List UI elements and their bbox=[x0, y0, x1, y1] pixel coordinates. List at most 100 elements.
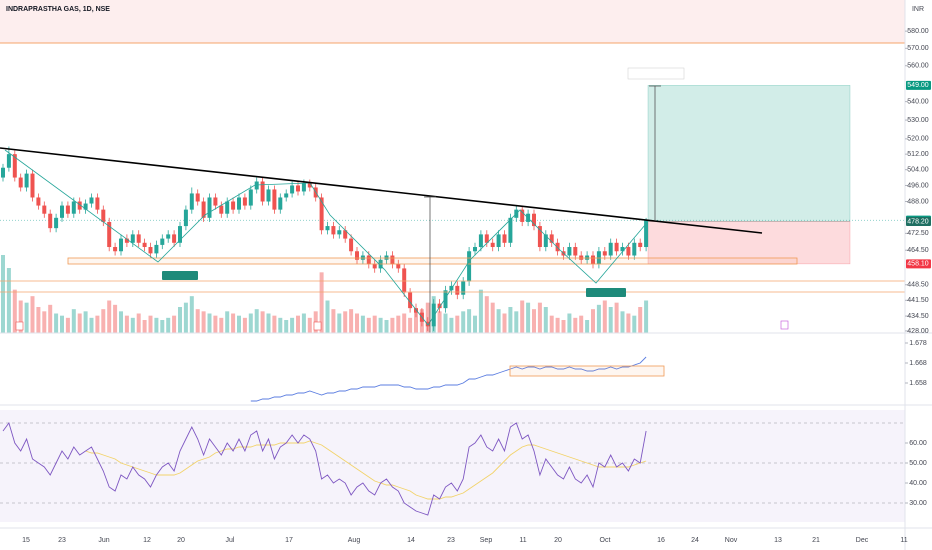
candle-body bbox=[555, 242, 560, 252]
volume-bar bbox=[83, 311, 88, 333]
volume-bar bbox=[142, 320, 147, 333]
y-tick-label: 496.00 bbox=[907, 182, 929, 189]
y-tick-label: 434.50 bbox=[907, 313, 929, 320]
candle-body bbox=[6, 154, 11, 168]
candle-body bbox=[355, 251, 359, 260]
candle-body bbox=[638, 242, 643, 248]
volume-bar bbox=[319, 272, 324, 333]
y-tick-label: 60.00 bbox=[909, 440, 927, 447]
candle-body bbox=[231, 201, 236, 210]
candle-body bbox=[496, 234, 501, 248]
volume-bar bbox=[449, 317, 454, 333]
shoulder-tag bbox=[586, 288, 626, 297]
candle-body bbox=[1, 167, 5, 178]
x-tick-label: 11 bbox=[900, 537, 907, 544]
price-tag bbox=[906, 259, 931, 269]
volume-bar bbox=[172, 315, 177, 333]
candle-body bbox=[431, 303, 436, 327]
candle-body bbox=[154, 244, 159, 254]
volume-bar bbox=[502, 313, 507, 333]
volume-bar bbox=[402, 313, 407, 333]
volume-bar bbox=[437, 311, 442, 333]
candle-body bbox=[343, 230, 348, 239]
candle-body bbox=[443, 290, 448, 309]
candle-body bbox=[266, 189, 271, 202]
candle-body bbox=[166, 234, 171, 239]
x-tick-label: 23 bbox=[58, 537, 66, 544]
y-tick-label: 488.00 bbox=[907, 198, 929, 205]
y-tick-label: 50.00 bbox=[909, 460, 927, 467]
candle-body bbox=[36, 197, 41, 206]
x-tick-label: Aug bbox=[348, 537, 361, 544]
volume-bar bbox=[366, 317, 371, 333]
candle-body bbox=[301, 183, 306, 192]
volume-bar bbox=[12, 289, 17, 333]
x-tick-label: 13 bbox=[774, 537, 782, 544]
volume-bar bbox=[455, 315, 460, 333]
volume-bar bbox=[573, 317, 578, 333]
x-tick-label: 14 bbox=[407, 537, 415, 544]
candle-body bbox=[178, 226, 182, 243]
candle-body bbox=[95, 197, 100, 210]
volume-bar bbox=[360, 315, 365, 333]
volume-bar bbox=[278, 317, 283, 333]
candle-body bbox=[60, 205, 64, 218]
candle-body bbox=[119, 238, 123, 252]
price-tag-label: 549.00 bbox=[907, 82, 929, 89]
x-tick-label: 12 bbox=[143, 537, 151, 544]
loss-zone bbox=[647, 221, 851, 265]
candle-body bbox=[337, 230, 342, 235]
volume-bar bbox=[602, 300, 607, 333]
y-tick-label: 472.50 bbox=[907, 230, 929, 237]
rsi-ma-line bbox=[85, 440, 647, 500]
candle-body bbox=[396, 264, 401, 269]
volume-bar bbox=[496, 309, 501, 333]
shoulder-tag bbox=[162, 271, 198, 280]
candle-body bbox=[484, 234, 489, 243]
volume-bar bbox=[178, 307, 182, 333]
candle-body bbox=[602, 251, 607, 256]
volume-bar bbox=[148, 315, 153, 333]
candle-body bbox=[183, 209, 188, 227]
volume-bar bbox=[296, 315, 300, 333]
candle-body bbox=[83, 203, 88, 210]
volume-bar bbox=[237, 315, 241, 333]
candle-body bbox=[455, 285, 460, 295]
volume-bar bbox=[130, 317, 135, 333]
volume-bar bbox=[443, 313, 448, 333]
y-tick-label: 1.678 bbox=[909, 340, 927, 347]
candle-body bbox=[296, 185, 300, 192]
candle-body bbox=[414, 308, 418, 313]
volume-bar bbox=[579, 315, 584, 333]
volume-bar bbox=[272, 315, 277, 333]
price-tag bbox=[906, 217, 931, 227]
volume-bar bbox=[514, 311, 519, 333]
candle-body bbox=[248, 189, 253, 206]
volume-bar bbox=[543, 307, 548, 333]
price-tag bbox=[906, 80, 931, 90]
volume-bar bbox=[160, 320, 165, 333]
candle-body bbox=[237, 197, 241, 210]
candle-body bbox=[160, 238, 165, 245]
volume-bar bbox=[390, 317, 395, 333]
volume-bar bbox=[644, 300, 649, 333]
candle-body bbox=[142, 242, 147, 248]
candle-body bbox=[201, 201, 206, 218]
volume-bar bbox=[77, 313, 82, 333]
candle-body bbox=[213, 197, 218, 206]
volume-bar bbox=[638, 307, 643, 333]
volume-bar bbox=[473, 315, 477, 333]
candle-body bbox=[124, 238, 129, 243]
candle-body bbox=[272, 189, 277, 210]
volume-bar bbox=[89, 317, 94, 333]
candle-body bbox=[290, 185, 295, 194]
chart-title: INDRAPRASTHA GAS, 1D, NSE bbox=[6, 6, 110, 13]
candle-body bbox=[532, 213, 536, 227]
candle-body bbox=[12, 154, 17, 178]
trend-line bbox=[0, 147, 763, 234]
candle-body bbox=[18, 177, 23, 188]
volume-bar bbox=[591, 309, 595, 333]
volume-bar bbox=[537, 302, 542, 333]
volume-bar bbox=[248, 313, 253, 333]
candle-body bbox=[573, 247, 578, 256]
